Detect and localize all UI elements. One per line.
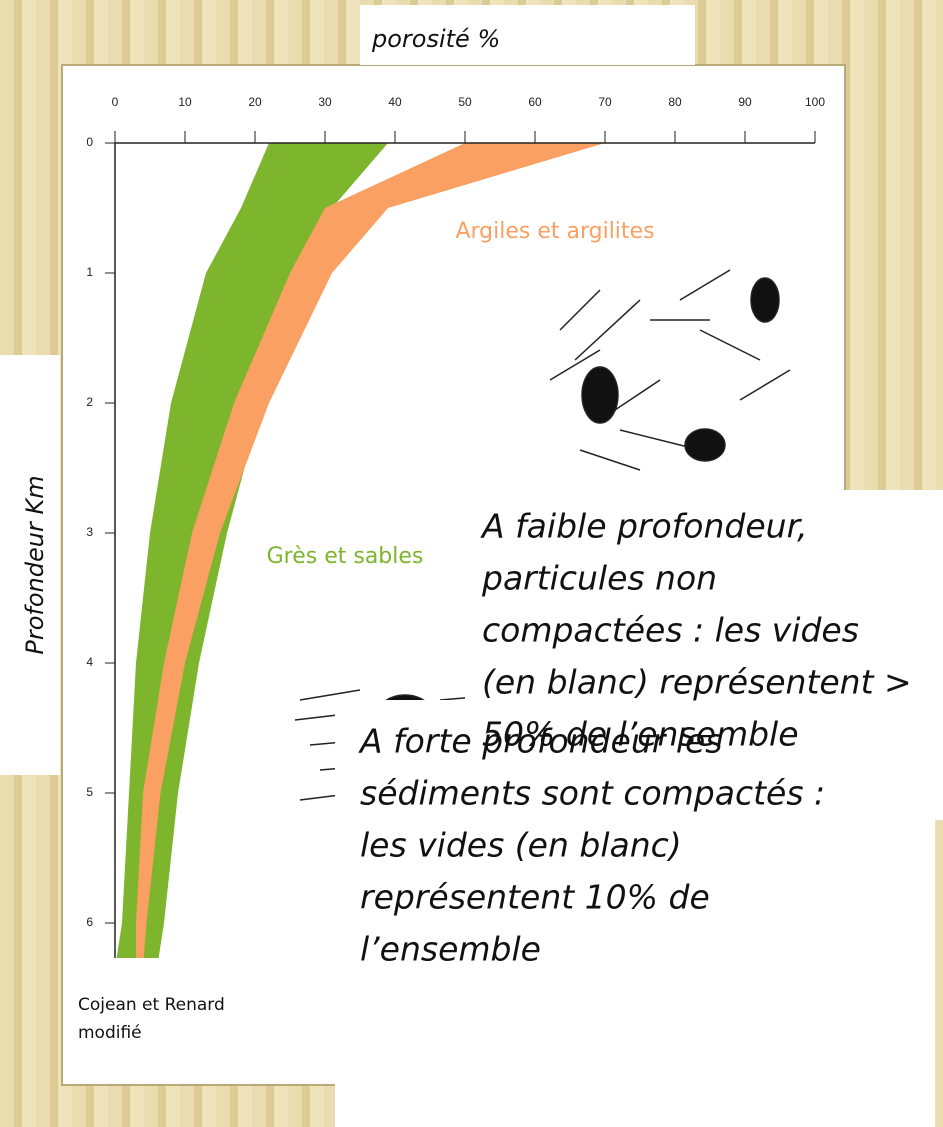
y-axis-label: Profondeur Km [21,475,49,654]
x-tick-label: 40 [388,95,402,109]
x-tick-label: 30 [318,95,332,109]
band-label: Grès et sables [267,544,424,569]
annotation-line: les vides (en blanc) [360,826,682,865]
y-tick-label: 2 [86,395,93,409]
slide: porosité % 0 10 20 30 40 50 60 70 80 90 100 0 1 2 3 4 5 6… [0,0,943,1127]
annotation-line: représentent 10% de [360,878,710,917]
x-axis-label: porosité % [371,25,500,53]
annotation-line: l’ensemble [360,930,541,969]
annotation-line: particules non [481,559,717,598]
annotation-line: A forte profondeur les [358,722,722,761]
x-tick-label: 50 [458,95,472,109]
source-text: modifié [78,1023,142,1043]
x-tick-label: 60 [528,95,542,109]
x-tick-label: 100 [805,95,825,109]
grain [751,278,779,322]
y-tick-label: 1 [86,265,93,279]
x-tick-label: 10 [178,95,192,109]
y-tick-label: 0 [86,135,93,149]
annotation-line: sédiments sont compactés : [360,774,825,813]
annotation-line: A faible profondeur, [480,507,808,546]
y-tick-label: 4 [86,655,93,669]
source-box [65,958,330,1080]
grain [685,429,725,461]
x-tick-label: 90 [738,95,752,109]
band-label: Argiles et argilites [455,219,654,244]
page: {"chart_data": { "type": "range-area", "… [0,0,943,1127]
y-tick-label: 5 [86,785,93,799]
y-tick-label: 6 [86,915,93,929]
x-tick-label: 80 [668,95,682,109]
annotation-line: (en blanc) représentent > [482,663,912,702]
x-tick-label: 0 [112,95,119,109]
x-tick-label: 20 [248,95,262,109]
y-tick-label: 3 [86,525,93,539]
x-tick-label: 70 [598,95,612,109]
grain [582,367,618,423]
source-text: Cojean et Renard [78,995,225,1015]
annotation-line: compactées : les vides [482,611,859,650]
